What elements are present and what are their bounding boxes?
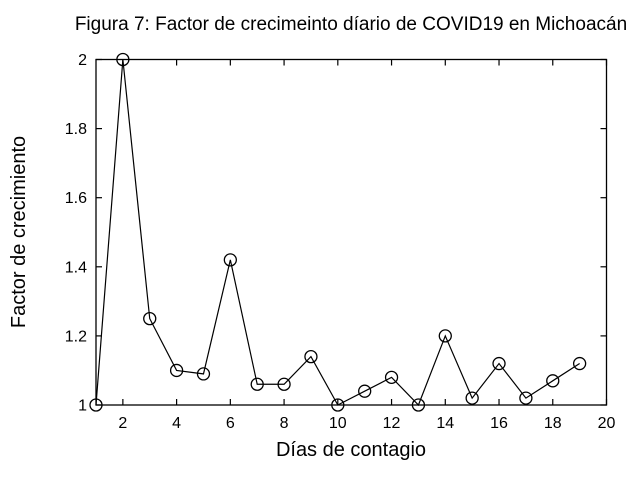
data-point-marker <box>331 398 345 412</box>
data-point-marker <box>89 398 103 412</box>
y-tick-label: 1 <box>78 398 87 415</box>
x-tick-label: 14 <box>436 415 454 432</box>
data-point-marker <box>519 391 533 405</box>
data-point-marker <box>196 367 211 381</box>
data-point-marker <box>250 377 264 391</box>
y-tick-label: 1.4 <box>65 259 87 276</box>
x-tick-label: 20 <box>598 415 616 432</box>
data-point-marker <box>304 349 318 364</box>
x-tick-label: 6 <box>226 415 235 432</box>
data-point-marker <box>143 311 157 326</box>
x-tick-label: 10 <box>329 415 347 432</box>
data-point-marker <box>465 391 479 405</box>
plot-box <box>95 58 608 406</box>
data-point-marker <box>546 374 560 388</box>
y-tick-label: 1.8 <box>65 121 87 138</box>
data-point-marker <box>358 384 372 398</box>
data-point-marker <box>438 329 452 343</box>
x-axis-label: Días de contagio <box>276 439 426 461</box>
x-tick-label: 16 <box>490 415 508 432</box>
y-tick-label: 1.2 <box>65 328 87 345</box>
x-tick-label: 12 <box>383 415 401 432</box>
data-point-marker <box>572 356 587 371</box>
y-tick-label: 1.6 <box>65 190 87 207</box>
data-point-marker <box>223 253 237 267</box>
x-tick-label: 18 <box>544 415 562 432</box>
y-tick-label: 2 <box>78 52 87 69</box>
data-line <box>95 59 580 407</box>
x-tick-label: 4 <box>172 415 181 432</box>
x-tick-label: 8 <box>280 415 289 432</box>
data-point-marker <box>277 377 291 391</box>
data-point-marker <box>116 52 130 67</box>
data-point-marker <box>411 398 426 412</box>
data-point-marker <box>169 363 184 378</box>
data-point-marker <box>384 370 399 385</box>
x-tick-label: 2 <box>118 415 127 432</box>
y-axis-label: Factor de crecimiento <box>8 136 30 328</box>
data-point-marker <box>492 356 506 371</box>
chart-title: Figura 7: Factor de crecimeinto díario d… <box>75 14 627 35</box>
